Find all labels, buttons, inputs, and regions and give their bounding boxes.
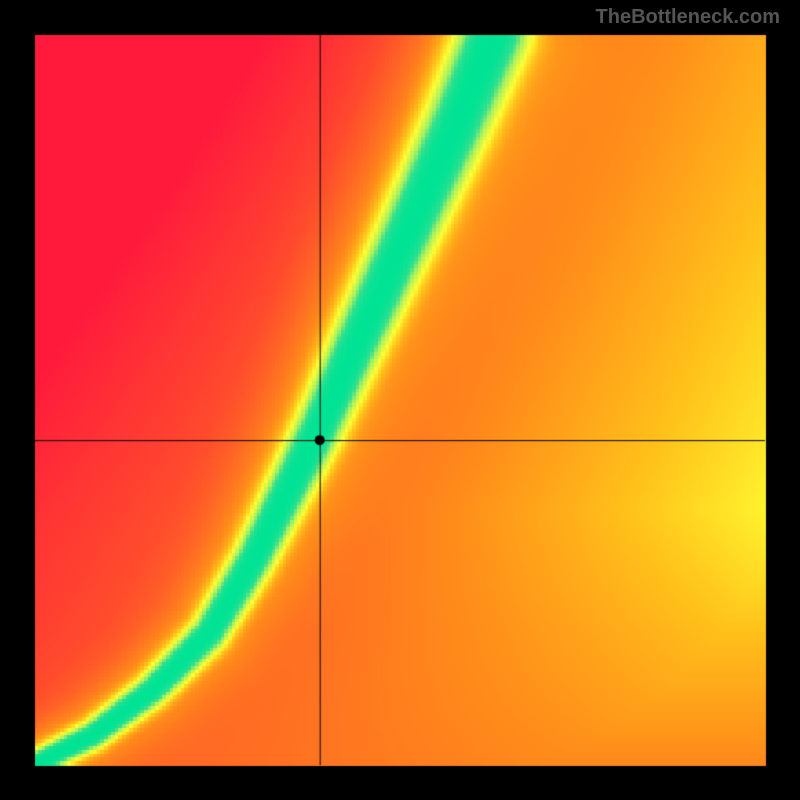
chart-container: TheBottleneck.com [0, 0, 800, 800]
watermark: TheBottleneck.com [596, 6, 780, 29]
heatmap-plot [0, 0, 800, 800]
